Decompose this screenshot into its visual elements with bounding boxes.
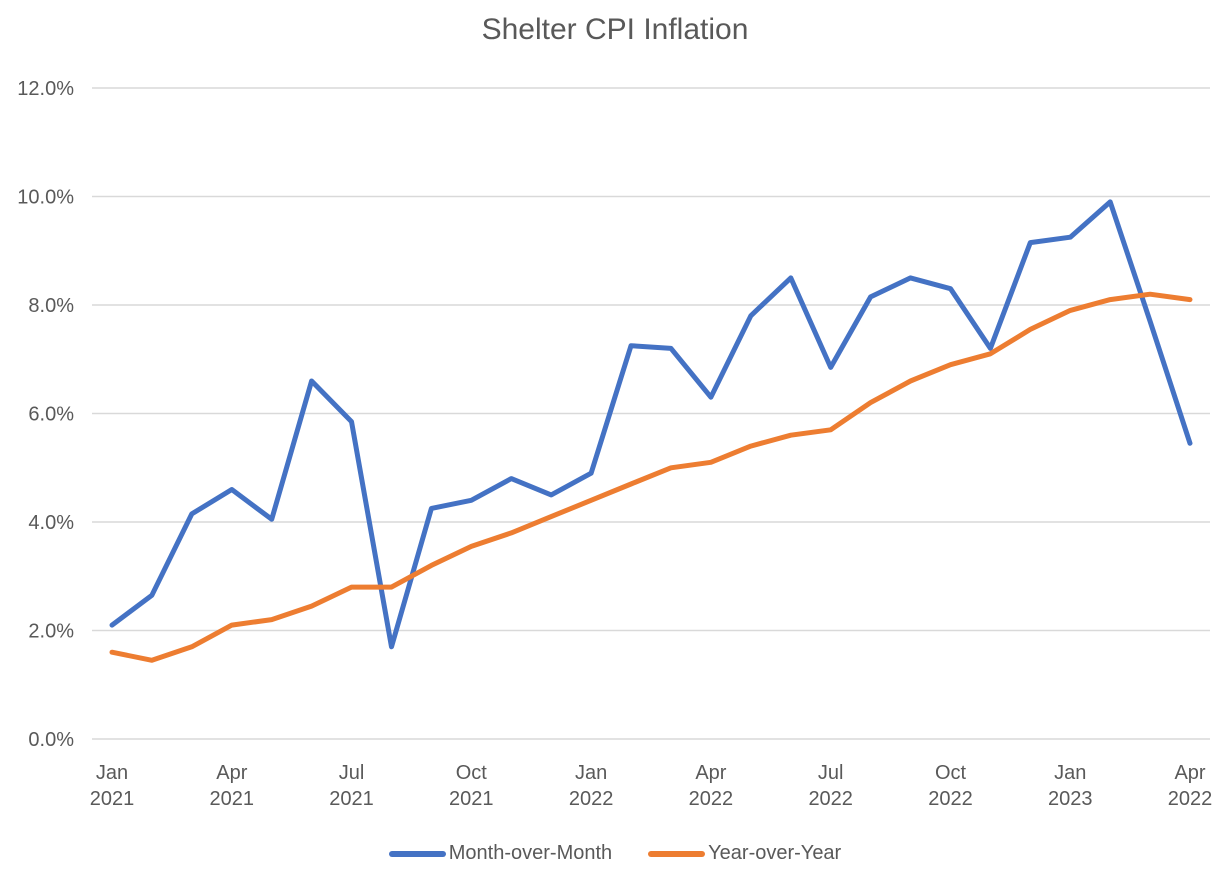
legend-label-month-over-month: Month-over-Month bbox=[448, 842, 613, 864]
x-axis-tick-month: Jul bbox=[818, 762, 844, 784]
x-axis-tick-month: Apr bbox=[216, 762, 247, 784]
x-axis-tick-month: Apr bbox=[695, 762, 726, 784]
x-axis-tick-month: Oct bbox=[935, 762, 967, 784]
x-axis-tick-year: 2022 bbox=[689, 788, 734, 810]
x-axis-tick-month: Jan bbox=[575, 762, 607, 784]
series-line-year-over-year bbox=[109, 291, 1193, 663]
x-axis-tick-year: 2021 bbox=[90, 788, 135, 810]
y-axis-tick-label: 6.0% bbox=[28, 404, 74, 426]
legend-item-year-over-year: Year-over-Year bbox=[648, 842, 841, 865]
x-axis-tick-year: 2021 bbox=[329, 788, 374, 810]
x-axis-tick-month: Oct bbox=[456, 762, 488, 784]
x-axis-labels: Jan 2021 Apr 2021 Jul 2021 Oct 2021 Jan 2022 Apr 20… bbox=[90, 762, 1213, 810]
y-axis-tick-label: 12.0% bbox=[17, 78, 74, 100]
chart-title: Shelter CPI Inflation bbox=[481, 13, 749, 46]
y-axis-tick-label: 2.0% bbox=[28, 621, 74, 643]
legend-swatch-month-over-month bbox=[388, 850, 446, 857]
x-axis-tick-month: Jan bbox=[96, 762, 128, 784]
x-axis-tick-year: 2022 bbox=[1168, 788, 1213, 810]
x-axis-tick-month: Jul bbox=[339, 762, 365, 784]
x-axis-tick-year: 2021 bbox=[210, 788, 255, 810]
x-axis-tick-month: Apr bbox=[1174, 762, 1205, 784]
y-axis-labels: 0.0% 2.0% 4.0% 6.0% 8.0% 10.0% 12.0% bbox=[17, 78, 74, 751]
series-line-month-over-month bbox=[109, 199, 1193, 650]
y-axis-tick-label: 0.0% bbox=[28, 729, 74, 751]
legend-swatch-year-over-year bbox=[648, 850, 706, 857]
x-axis-tick-year: 2022 bbox=[808, 788, 853, 810]
gridlines bbox=[92, 87, 1210, 740]
x-axis-tick-year: 2022 bbox=[928, 788, 973, 810]
legend: Month-over-Month Year-over-Year bbox=[0, 842, 1230, 865]
y-axis-tick-label: 8.0% bbox=[28, 295, 74, 317]
legend-label-year-over-year: Year-over-Year bbox=[708, 842, 842, 864]
x-axis-tick-year: 2023 bbox=[1048, 788, 1093, 810]
y-axis-tick-label: 10.0% bbox=[17, 187, 74, 209]
x-axis-tick-year: 2021 bbox=[449, 788, 494, 810]
legend-item-month-over-month: Month-over-Month bbox=[388, 842, 613, 865]
x-axis-tick-month: Jan bbox=[1054, 762, 1086, 784]
x-axis-tick-year: 2022 bbox=[569, 788, 614, 810]
y-axis-tick-label: 4.0% bbox=[28, 512, 74, 534]
